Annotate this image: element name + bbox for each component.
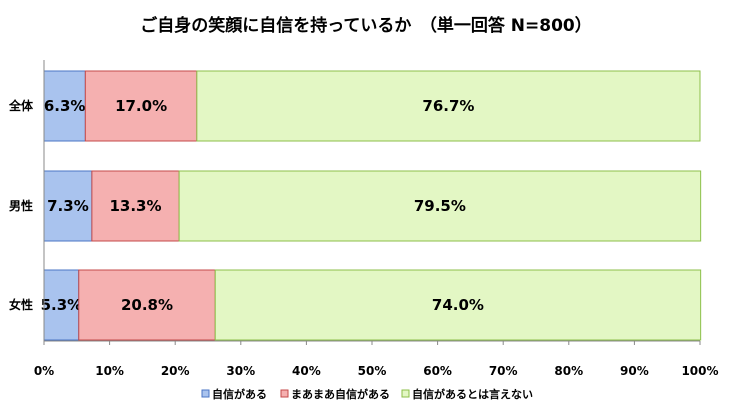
bar-segment	[214, 269, 702, 341]
bar-segment	[43, 70, 86, 142]
x-tick-label: 40%	[292, 364, 321, 378]
x-tick-label: 100%	[681, 364, 718, 378]
category-label: 女性	[9, 297, 33, 312]
legend-label: まあまあ自信がある	[291, 387, 390, 401]
legend: 自信がある まあまあ自信がある 自信があるとは言えない	[201, 387, 533, 401]
bars-layer: 全体 6.3% 17.0% 76.7% 男性 7.3% 13.3% 79.5% 女性 5.3% 20…	[8, 70, 702, 341]
chart-title: ご自身の笑顔に自信を持っているか （単一回答 N=800）	[140, 15, 592, 36]
legend-swatch	[401, 389, 410, 398]
x-axis: 0% 10% 20% 30% 40% 50% 60% 70% 80% 90% 100%	[34, 60, 719, 378]
x-tick-label: 60%	[423, 364, 452, 378]
data-label: 79.5%	[414, 197, 466, 215]
bar-segment	[178, 170, 702, 242]
bar-segment	[196, 70, 701, 142]
category-label: 全体	[8, 98, 34, 113]
x-tick-label: 50%	[358, 364, 387, 378]
data-label: 5.3%	[41, 296, 83, 314]
x-tick-label: 90%	[620, 364, 649, 378]
x-tick-label: 10%	[95, 364, 124, 378]
data-label: 17.0%	[115, 97, 167, 115]
bar-segment	[84, 70, 198, 142]
x-tick-label: 70%	[489, 364, 518, 378]
x-tick-label: 30%	[226, 364, 255, 378]
category-label: 男性	[9, 198, 33, 213]
bar-segment	[78, 269, 216, 341]
x-tick-label: 80%	[554, 364, 583, 378]
data-label: 76.7%	[422, 97, 474, 115]
bar-segment	[91, 170, 180, 242]
data-label: 13.3%	[109, 197, 161, 215]
bar-segment	[43, 269, 80, 341]
data-label: 7.3%	[47, 197, 89, 215]
legend-label: 自信がある	[212, 387, 267, 401]
data-label: 6.3%	[44, 97, 86, 115]
legend-swatch	[280, 389, 289, 398]
legend-label: 自信があるとは言えない	[412, 387, 533, 401]
legend-swatch	[201, 389, 210, 398]
data-label: 74.0%	[432, 296, 484, 314]
x-tick-label: 0%	[34, 364, 54, 378]
data-label: 20.8%	[121, 296, 173, 314]
x-tick-label: 20%	[161, 364, 190, 378]
